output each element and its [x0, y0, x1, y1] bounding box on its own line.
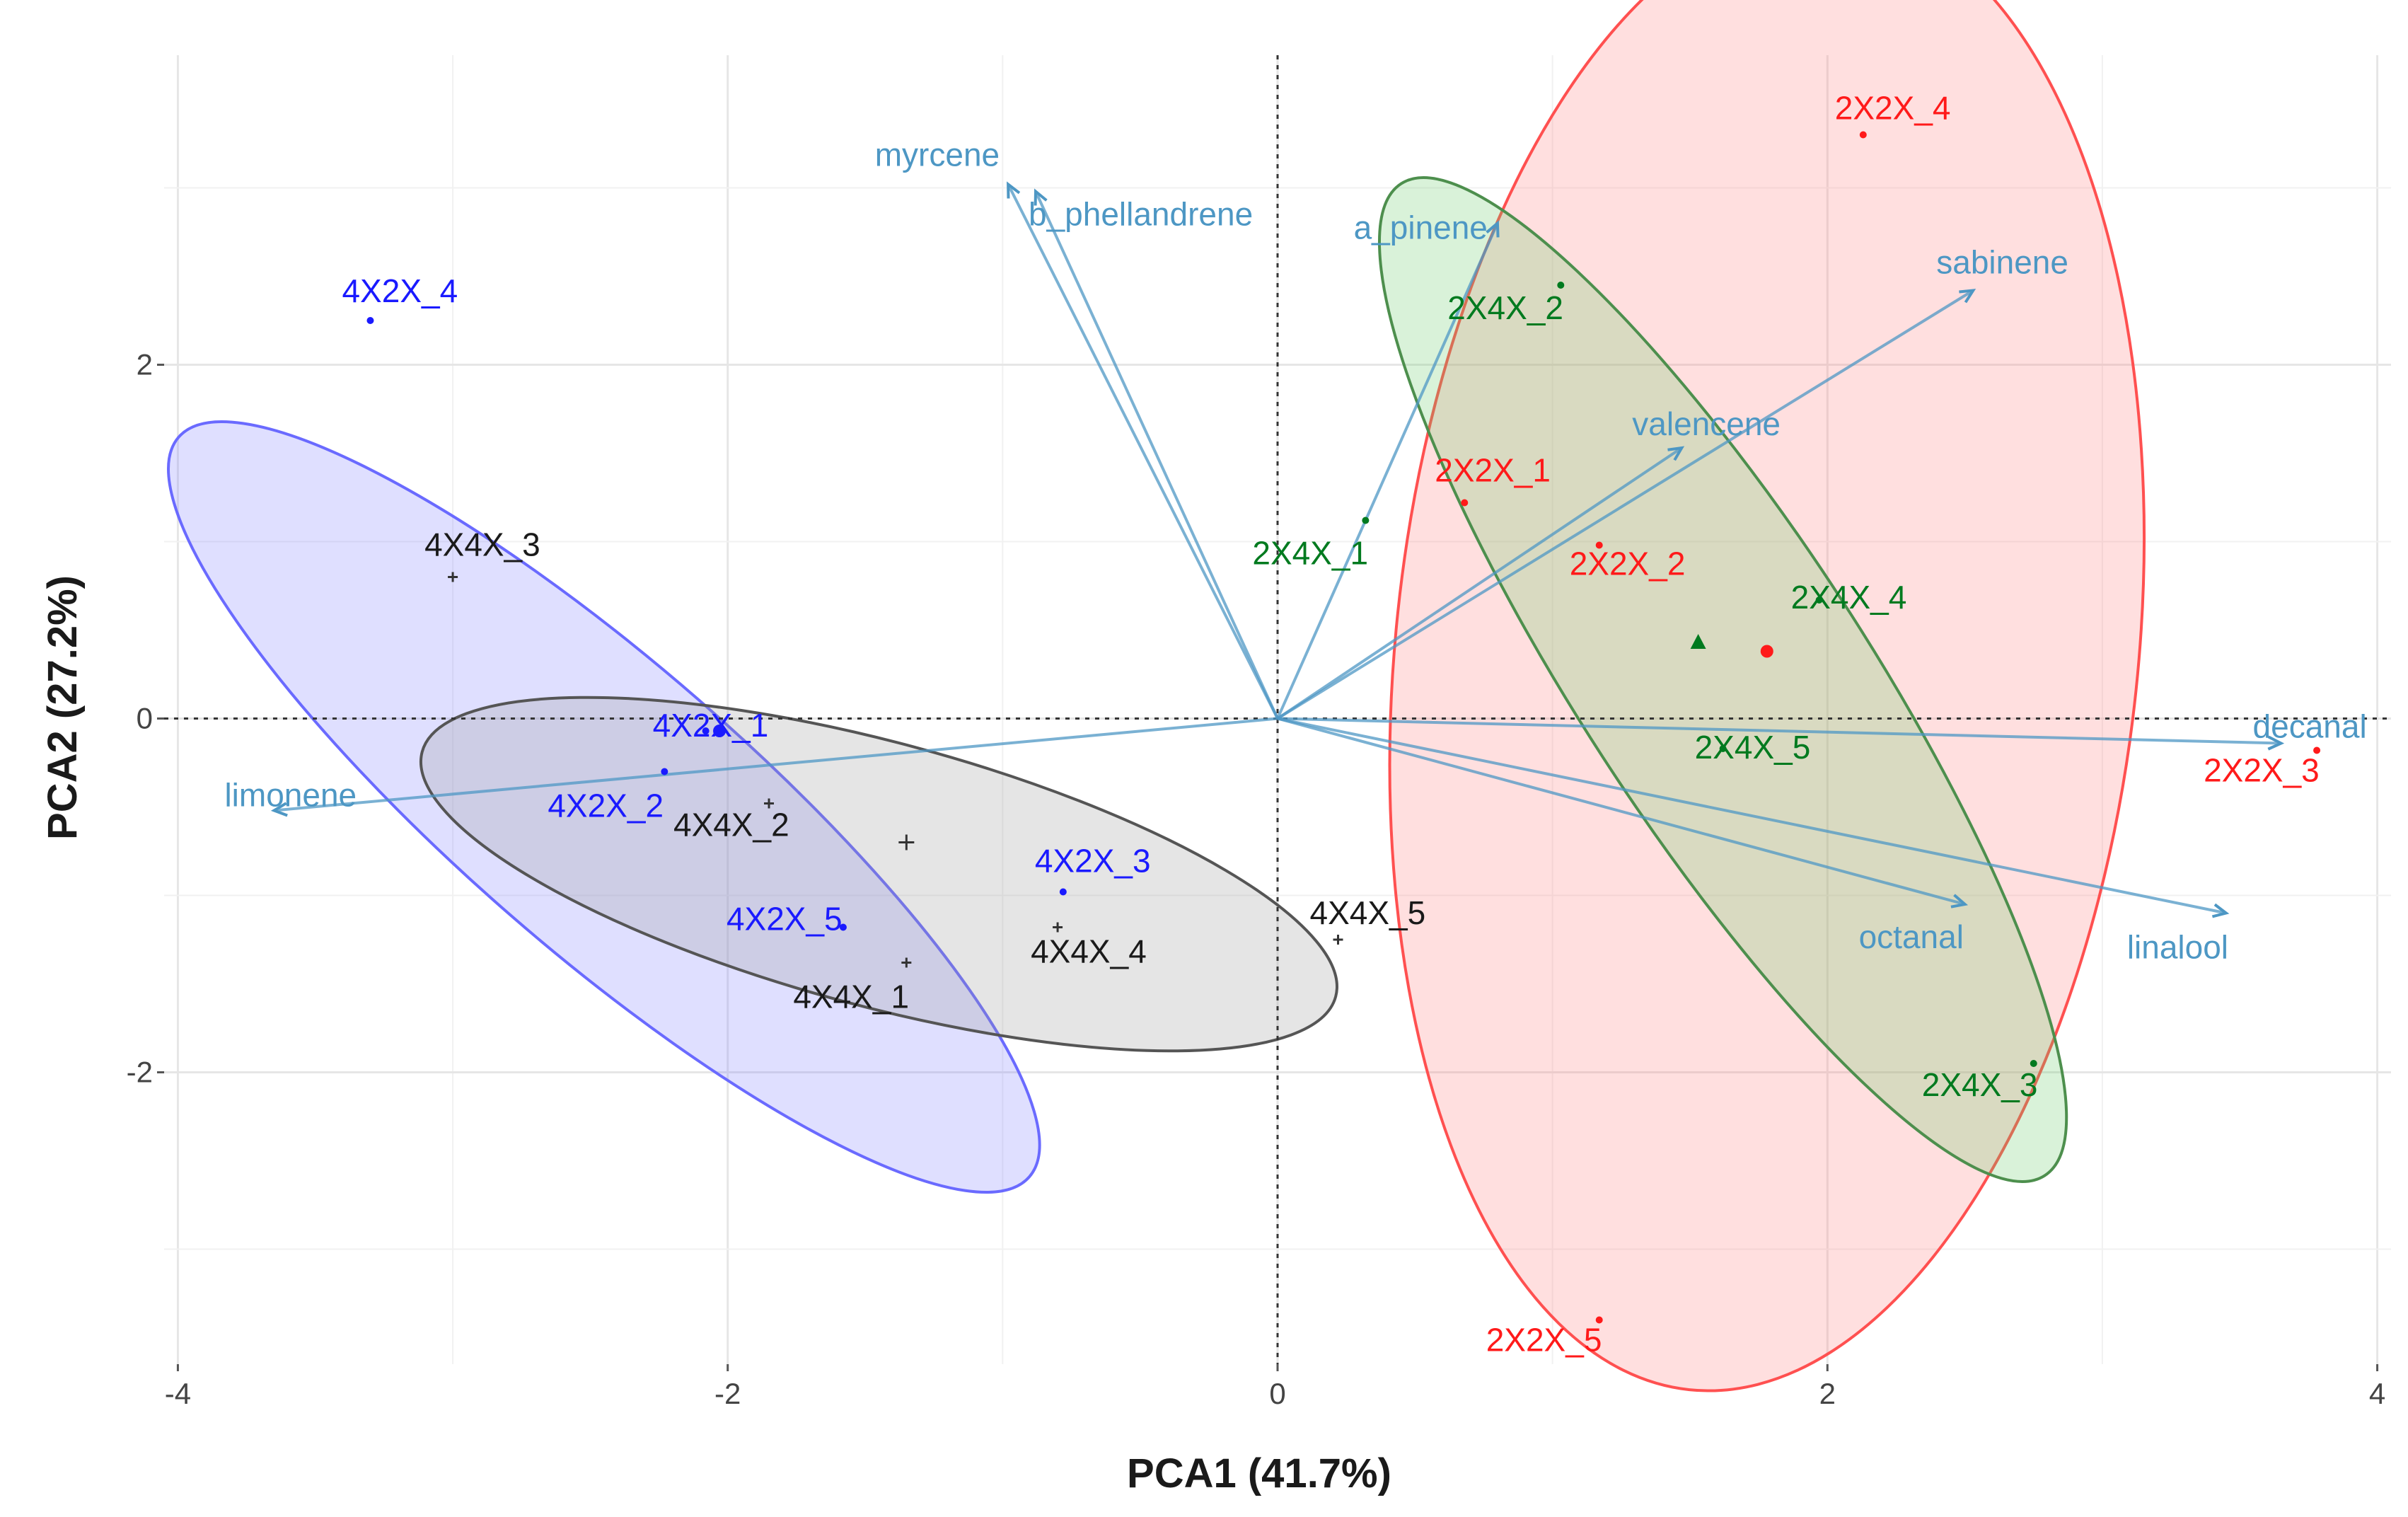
- centroid-2X4X: [1690, 634, 1706, 649]
- arrow-octanal: [1277, 717, 1966, 906]
- point-2X4X_5: [1719, 745, 1727, 752]
- arrow-sabinene: [1276, 289, 1974, 720]
- point-label-4X2X_5: 4X2X_5: [727, 901, 843, 938]
- variable-label-sabinene: sabinene: [1936, 244, 2068, 281]
- point-label-2X4X_5: 2X4X_5: [1695, 729, 1811, 766]
- point-label-4X2X_3: 4X2X_3: [1035, 843, 1151, 879]
- arrow-myrcene: [1007, 183, 1279, 720]
- point-label-2X4X_4: 2X4X_4: [1791, 579, 1907, 616]
- tick-labels: -4 -2 0 2 4 -2 0 2: [127, 348, 2386, 1411]
- centroid-2X2X: [1760, 645, 1773, 658]
- ellipse-4X2X: [167, 420, 1041, 1194]
- arrowhead-octanal: [1950, 894, 1969, 909]
- reference-lines: [164, 55, 2391, 1364]
- point-2X2X_4: [1859, 131, 1867, 139]
- point-2X4X_1: [1362, 517, 1370, 524]
- point-label-4X4X_3: 4X4X_3: [424, 526, 540, 563]
- point-label-2X2X_4: 2X2X_4: [1835, 90, 1951, 127]
- point-label-4X2X_4: 4X2X_4: [342, 272, 458, 309]
- point-2X2X_3: [2313, 746, 2321, 754]
- point-label-2X4X_1: 2X4X_1: [1252, 535, 1368, 572]
- point-label-4X4X_4: 4X4X_4: [1031, 933, 1147, 970]
- arrowhead-limonene: [270, 802, 288, 817]
- point-label-2X2X_3: 2X2X_3: [2204, 752, 2320, 789]
- variable-label-limonene: limonene: [224, 777, 357, 814]
- x-tick-label: 4: [2369, 1377, 2385, 1410]
- ellipse-2X4X: [1377, 176, 2068, 1183]
- arrow-limonene: [274, 717, 1278, 812]
- point-4X4X_5: [1333, 935, 1343, 945]
- point-label-2X4X_3: 2X4X_3: [1922, 1066, 2038, 1103]
- variable-label-b_phellandrene: b_phellandrene: [1029, 196, 1253, 233]
- point-4X4X_1: [901, 957, 912, 968]
- point-4X2X_3: [1059, 888, 1067, 896]
- y-tick-label: 2: [137, 348, 153, 381]
- arrowhead-myrcene: [1007, 181, 1021, 199]
- point-2X2X_5: [1595, 1316, 1603, 1324]
- x-tick-label: -2: [714, 1377, 741, 1410]
- variable-arrows: myrcene b_phellandrene a_pinene sabinene val…: [224, 137, 2366, 966]
- point-label-4X2X_2: 4X2X_2: [548, 788, 664, 824]
- point-2X4X_2: [1557, 282, 1565, 289]
- arrowhead-decanal: [2267, 735, 2285, 751]
- variable-label-octanal: octanal: [1859, 918, 1964, 955]
- point-4X4X_4: [1053, 922, 1063, 933]
- arrow-a_pinene: [1276, 222, 1499, 720]
- variable-label-myrcene: myrcene: [875, 137, 1000, 173]
- arrowhead-b_phellandrene: [1034, 188, 1048, 206]
- arrowhead-sabinene: [1959, 289, 1976, 304]
- point-2X4X_4: [1815, 596, 1823, 604]
- arrow-b_phellandrene: [1034, 190, 1279, 720]
- variable-label-valencene: valencene: [1632, 405, 1781, 442]
- point-label-4X4X_5: 4X4X_5: [1310, 894, 1426, 931]
- arrowhead-valencene: [1667, 446, 1685, 461]
- y-tick-label: -2: [127, 1056, 153, 1089]
- sample-points: 4X2X_1 4X2X_2 4X2X_3 4X2X_4 4X2X_5 4X4X_1 4X4X…: [342, 90, 2321, 1359]
- variable-label-decanal: decanal: [2253, 708, 2367, 745]
- point-2X2X_1: [1461, 499, 1469, 507]
- x-tick-label: 0: [1269, 1377, 1285, 1410]
- point-label-4X2X_1: 4X2X_1: [653, 707, 769, 744]
- point-4X2X_4: [366, 317, 374, 324]
- point-label-4X4X_1: 4X4X_1: [793, 979, 909, 1015]
- variable-label-a_pinene: a_pinene: [1354, 209, 1488, 246]
- y-axis-title: PCA2 (27.2%): [40, 575, 86, 840]
- arrow-linalool: [1277, 717, 2227, 915]
- point-label-2X2X_5: 2X2X_5: [1486, 1322, 1602, 1359]
- arrow-valencene: [1276, 446, 1683, 720]
- point-4X4X_3: [448, 572, 458, 582]
- point-label-2X2X_2: 2X2X_2: [1570, 546, 1686, 582]
- centroid-4X2X: [713, 725, 727, 737]
- x-axis-title: PCA1 (41.7%): [1127, 1450, 1391, 1496]
- point-2X2X_2: [1595, 541, 1603, 549]
- arrow-decanal: [1277, 717, 2281, 745]
- x-tick-label: -4: [165, 1377, 191, 1410]
- point-4X4X_2: [764, 798, 775, 809]
- centroid-4X4X: [898, 834, 915, 850]
- point-4X2X_2: [661, 768, 668, 775]
- point-label-2X4X_2: 2X4X_2: [1447, 289, 1563, 326]
- x-tick-label: 2: [1819, 1377, 1836, 1410]
- variable-label-linalool: linalool: [2127, 929, 2228, 966]
- point-label-4X4X_2: 4X4X_2: [673, 807, 789, 843]
- y-tick-label: 0: [137, 702, 153, 735]
- ellipse-4X4X: [419, 696, 1338, 1053]
- arrowhead-a_pinene: [1486, 220, 1500, 238]
- confidence-ellipses: [167, 0, 2146, 1392]
- arrowhead-linalool: [2211, 903, 2230, 918]
- point-4X2X_1: [702, 727, 710, 734]
- point-4X2X_5: [839, 923, 847, 931]
- point-label-2X2X_1: 2X2X_1: [1435, 452, 1551, 489]
- point-2X4X_3: [2030, 1060, 2037, 1067]
